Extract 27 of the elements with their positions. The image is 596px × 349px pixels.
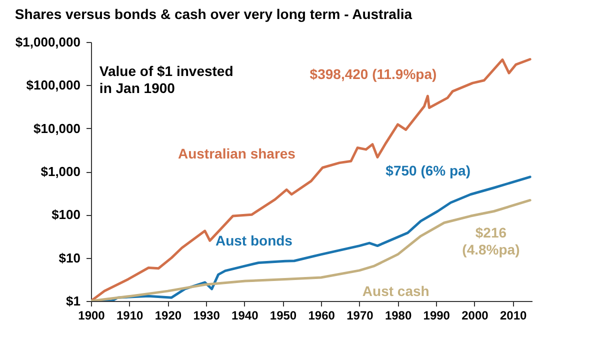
annotation: Value of $1 invested in Jan 1900 — [99, 63, 234, 96]
chart-title: Shares versus bonds & cash over very long term - Australia — [14, 6, 412, 22]
y-tick-label: $1,000,000 — [15, 34, 80, 50]
x-tick-label: 1980 — [384, 308, 412, 322]
x-tick-label: 1950 — [270, 308, 297, 322]
y-tick-label: $1,000 — [40, 164, 80, 179]
x-tick-label: 1940 — [232, 308, 259, 322]
x-tick-label: 1900 — [78, 308, 106, 322]
x-tick-label: 1960 — [308, 308, 336, 322]
annotation: $750 (6% pa) — [386, 162, 470, 178]
x-tick-label: 1990 — [423, 308, 450, 322]
x-tick-label: 1930 — [193, 308, 220, 322]
x-tick-label: 1920 — [154, 308, 182, 322]
x-tick-label: 1910 — [116, 308, 144, 322]
series-label: Aust cash — [362, 283, 430, 300]
annotation: $216 (4.8%pa) — [462, 224, 520, 258]
x-tick-label: 1970 — [346, 308, 374, 322]
x-tick-label: 2000 — [462, 308, 489, 322]
y-tick-label: $100,000 — [26, 78, 80, 93]
annotation: $398,420 (11.9%pa) — [310, 66, 437, 82]
y-tick-label: $1 — [66, 294, 80, 308]
y-tick-label: $10 — [58, 250, 80, 266]
x-tick-label: 2010 — [500, 308, 527, 322]
series-label: Australian shares — [178, 145, 296, 162]
y-tick-label: $100 — [52, 207, 80, 222]
series-label: Aust bonds — [215, 232, 293, 248]
y-tick-label: $10,000 — [34, 120, 80, 136]
